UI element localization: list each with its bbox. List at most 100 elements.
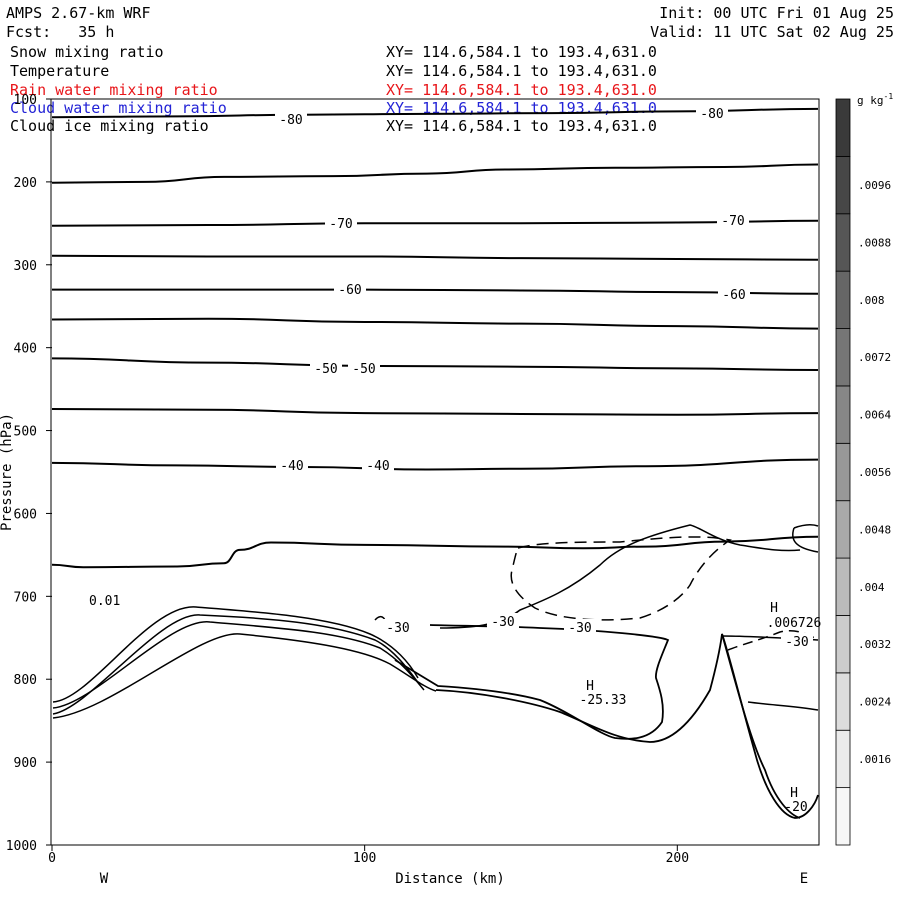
extremum-h-value: -25.33 <box>580 693 627 708</box>
colorbar-swatch <box>835 500 851 559</box>
contour-label-bg <box>310 360 342 376</box>
x-axis-label: Distance (km) <box>395 871 505 887</box>
x-axis: 0 100 200 <box>48 845 689 866</box>
surface-contour-4 <box>52 633 437 719</box>
colorbar-swatch <box>835 442 851 502</box>
temperature-contour-80 <box>51 107 819 119</box>
temperature-contour-65 <box>51 254 819 261</box>
colorbar-swatch <box>835 270 851 329</box>
contour-label-bg <box>362 457 394 473</box>
contour-label-bg <box>696 105 728 121</box>
colorbar-tick-label: .008 <box>858 294 885 307</box>
lower-contours <box>52 523 819 819</box>
valid-time: Valid: 11 UTC Sat 02 Aug 25 <box>650 23 894 41</box>
contour-label: -30 <box>386 621 409 636</box>
surface-contour-2 <box>52 621 425 709</box>
colorbar-tick-label: .004 <box>858 581 885 594</box>
terrain-contour-label: 0.01 <box>89 594 120 609</box>
contour-label: -80 <box>700 107 723 122</box>
init-time: Init: 00 UTC Fri 01 Aug 25 <box>659 4 894 22</box>
x-tick-label: 200 <box>666 851 689 866</box>
colorbar-swatch <box>835 557 851 616</box>
colorbar-tick-label: .0072 <box>858 351 891 364</box>
contour-label: -30 <box>491 615 514 630</box>
y-axis-label: Pressure (hPa) <box>0 413 15 531</box>
y-axis: 100 200 300 400 500 600 700 800 900 1000 <box>6 93 52 854</box>
forecast-hour: Fcst: 35 h <box>6 23 115 41</box>
colorbar <box>835 98 851 846</box>
extremum-h-marker: H <box>790 786 798 801</box>
colorbar-tick-label: .0056 <box>858 466 891 479</box>
temperature-contour-70 <box>51 219 819 227</box>
temperature-contour-40 <box>51 458 819 471</box>
contour-label-bg <box>564 619 596 635</box>
colorbar-swatch <box>835 213 851 272</box>
temperature-contour-50 <box>51 357 819 371</box>
field-xy-temperature: XY= 114.6,584.1 to 193.4,631.0 <box>386 62 657 80</box>
colorbar-swatch <box>835 155 851 215</box>
y-tick-label: 700 <box>14 590 37 605</box>
y-tick-label: 1000 <box>6 839 37 854</box>
field-name-temperature: Temperature <box>10 62 110 80</box>
colorbar-swatch <box>835 615 851 674</box>
y-tick-label: 100 <box>14 93 37 108</box>
extremum-h-value: .006726 <box>767 616 822 631</box>
snow-dashed-contour <box>510 536 732 621</box>
extrema-markers: H -25.33 H .006726 H -20 0.01 <box>89 594 821 815</box>
colorbar-tick-label: .0016 <box>858 753 891 766</box>
contour-label: -40 <box>280 459 303 474</box>
contour-label: -80 <box>279 113 302 128</box>
y-tick-label: 600 <box>14 507 37 522</box>
temperature-contours <box>51 107 819 569</box>
colorbar-tick-label: .0064 <box>858 409 891 422</box>
x-axis-east-label: E <box>800 871 808 887</box>
temperature-contour-60 <box>52 288 819 295</box>
colorbar-unit: g kg-1 <box>857 92 893 107</box>
contour-label-bg <box>717 212 749 228</box>
contour-label: -50 <box>352 362 375 377</box>
contour-label: -30 <box>568 621 591 636</box>
temperature-contour-55 <box>51 317 819 330</box>
contour-minus20-bottom <box>721 633 801 819</box>
field-name-snow: Snow mixing ratio <box>10 43 164 61</box>
contour-label-bg <box>781 633 813 649</box>
field-name-rain: Rain water mixing ratio <box>10 81 218 99</box>
field-name-cloud-water: Cloud water mixing ratio <box>10 99 227 117</box>
surface-contour-3 <box>52 606 419 703</box>
colorbar-tick-labels: .0096 .0088 .008 .0072 .0064 .0056 .0048 .004 .0… <box>858 179 891 766</box>
contour-label-bg <box>487 613 519 629</box>
contour-label: -50 <box>314 362 337 377</box>
field-xy-snow: XY= 114.6,584.1 to 193.4,631.0 <box>386 43 657 61</box>
model-title: AMPS 2.67-km WRF <box>6 4 151 22</box>
extremum-h-value: -20 <box>784 800 807 815</box>
contour-minus30-lower <box>435 633 819 819</box>
y-tick-label: 900 <box>14 756 37 771</box>
contour-label: -60 <box>338 283 361 298</box>
colorbar-tick-label: .0096 <box>858 179 891 192</box>
surface-contour-1 <box>52 614 421 715</box>
y-tick-label: 200 <box>14 176 37 191</box>
colorbar-swatch <box>835 385 851 444</box>
contour-label-bg <box>276 457 308 473</box>
field-name-cloud-ice: Cloud ice mixing ratio <box>10 117 209 135</box>
colorbar-tick-label: .0088 <box>858 236 891 249</box>
contour-label-bg <box>718 286 750 302</box>
x-axis-west-label: W <box>100 871 109 887</box>
x-tick-label: 0 <box>48 851 56 866</box>
field-xy-cloud-ice: XY= 114.6,584.1 to 193.4,631.0 <box>386 117 657 135</box>
contour-label-bg <box>334 281 366 297</box>
temperature-contour-35 <box>51 535 819 569</box>
contour-label-bg <box>275 111 307 127</box>
extremum-h-marker: H <box>586 679 594 694</box>
field-xy-rain: XY= 114.6,584.1 to 193.4,631.0 <box>386 81 657 99</box>
contour-label-bg <box>325 215 357 231</box>
temperature-contour-75 <box>51 163 819 184</box>
x-tick-label: 100 <box>353 851 376 866</box>
contour-label: -60 <box>722 288 745 303</box>
colorbar-swatch <box>835 787 851 846</box>
contour-far-right <box>792 523 819 553</box>
contour-label: -70 <box>721 214 744 229</box>
contour-right-1 <box>747 701 819 711</box>
temperature-contour-45 <box>51 408 819 416</box>
